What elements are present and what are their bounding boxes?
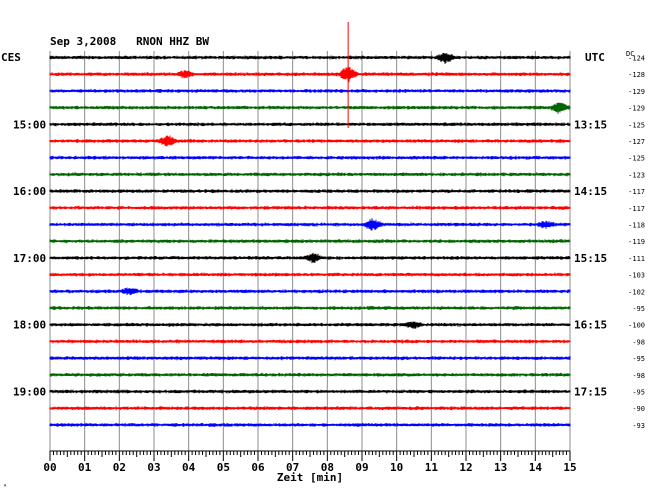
x-tick-label: 01 [78,461,92,474]
dc-offset-label: -118 [628,222,645,230]
dc-offset-label: -95 [632,389,645,397]
dc-offset-label: -111 [628,255,645,263]
dc-offset-label: -90 [632,405,645,413]
right-timezone-label: UTC [585,51,605,64]
x-tick-label: 09 [355,461,368,474]
grid-lines [49,51,571,451]
right-hour-label: 17:15 [574,386,607,399]
right-hour-label: 14:15 [574,185,607,198]
dc-offset-label: -127 [628,138,645,146]
trace-line [49,389,571,394]
x-tick-label: 08 [321,461,334,474]
trace-line [49,321,571,329]
dc-offset-label: -93 [632,422,645,430]
right-hour-labels: 13:15 14:15 15:15 16:15 17:15 [574,118,607,398]
x-axis: 00 01 02 03 04 05 06 07 08 09 10 11 12 13 14 15 [43,450,577,474]
trace-line [49,172,571,177]
x-axis-label: Zeit [min] [277,471,343,484]
right-hour-label: 16:15 [574,319,607,332]
x-tick-label: 00 [43,461,56,474]
trace-line [49,135,571,147]
trace-line [49,339,571,344]
dc-offset-label: -125 [628,155,645,163]
dc-offset-label: -119 [628,238,645,246]
trace-line [49,305,571,310]
trace-line [49,356,571,361]
left-timezone-label: CES [1,51,21,64]
dc-offset-label: -123 [628,171,645,179]
trace-line [49,155,571,160]
left-hour-labels: 15:00 16:00 17:00 18:00 19:00 [13,118,46,398]
trace-line [49,252,571,264]
x-tick-label: 03 [147,461,160,474]
dc-label: DC [626,50,634,58]
left-hour-label: 17:00 [13,252,46,265]
trace-line [49,88,571,93]
x-tick-label: 11 [425,461,439,474]
left-hour-label: 16:00 [13,185,46,198]
trace-line [49,239,571,244]
trace-line [49,287,571,295]
trace-line [49,65,571,83]
dc-offset-label: -102 [628,288,645,296]
dc-offset-label: -95 [632,305,645,313]
trace-line [49,372,571,377]
dc-offset-label: -129 [628,88,645,96]
trace-group [49,22,571,427]
x-tick-label: 12 [459,461,472,474]
x-tick-label: 13 [494,461,507,474]
dc-offset-label: -100 [628,322,645,330]
trace-line [49,52,571,64]
dc-offset-label: -98 [632,338,645,346]
right-hour-label: 13:15 [574,118,607,131]
trace-line [49,406,571,411]
chart-title: Sep 3,2008 RNON HHZ BW [50,35,209,48]
trace-line [49,102,571,114]
trace-line [49,122,571,127]
dc-offset-labels: -124 -128 -129 -129 -125 -127 -125 -123 -117 -117… [628,55,645,430]
x-tick-label: 10 [390,461,403,474]
trace-line [49,422,571,427]
left-hour-label: 15:00 [13,118,46,131]
x-tick-label: 14 [529,461,543,474]
left-hour-label: 18:00 [13,319,46,332]
trace-line [49,189,571,194]
left-hour-label: 19:00 [13,386,46,399]
dc-offset-label: -117 [628,188,645,196]
x-tick-label: 15 [563,461,576,474]
right-hour-label: 15:15 [574,252,607,265]
corner-mark: ᴬ [3,482,7,491]
trace-line [49,205,571,210]
dc-offset-label: -124 [628,55,645,63]
dc-offset-label: -95 [632,355,645,363]
dc-offset-label: -103 [628,272,645,280]
dc-offset-label: -117 [628,205,645,213]
x-tick-label: 02 [113,461,126,474]
trace-line [49,218,571,231]
dc-offset-label: -129 [628,105,645,113]
dc-offset-label: -98 [632,372,645,380]
dc-offset-label: -125 [628,121,645,129]
x-tick-label: 07 [286,461,299,474]
trace-line [49,272,571,277]
dc-offset-label: -128 [628,71,645,79]
x-tick-label: 06 [251,461,265,474]
x-tick-label: 05 [217,461,230,474]
x-tick-label: 04 [182,461,196,474]
